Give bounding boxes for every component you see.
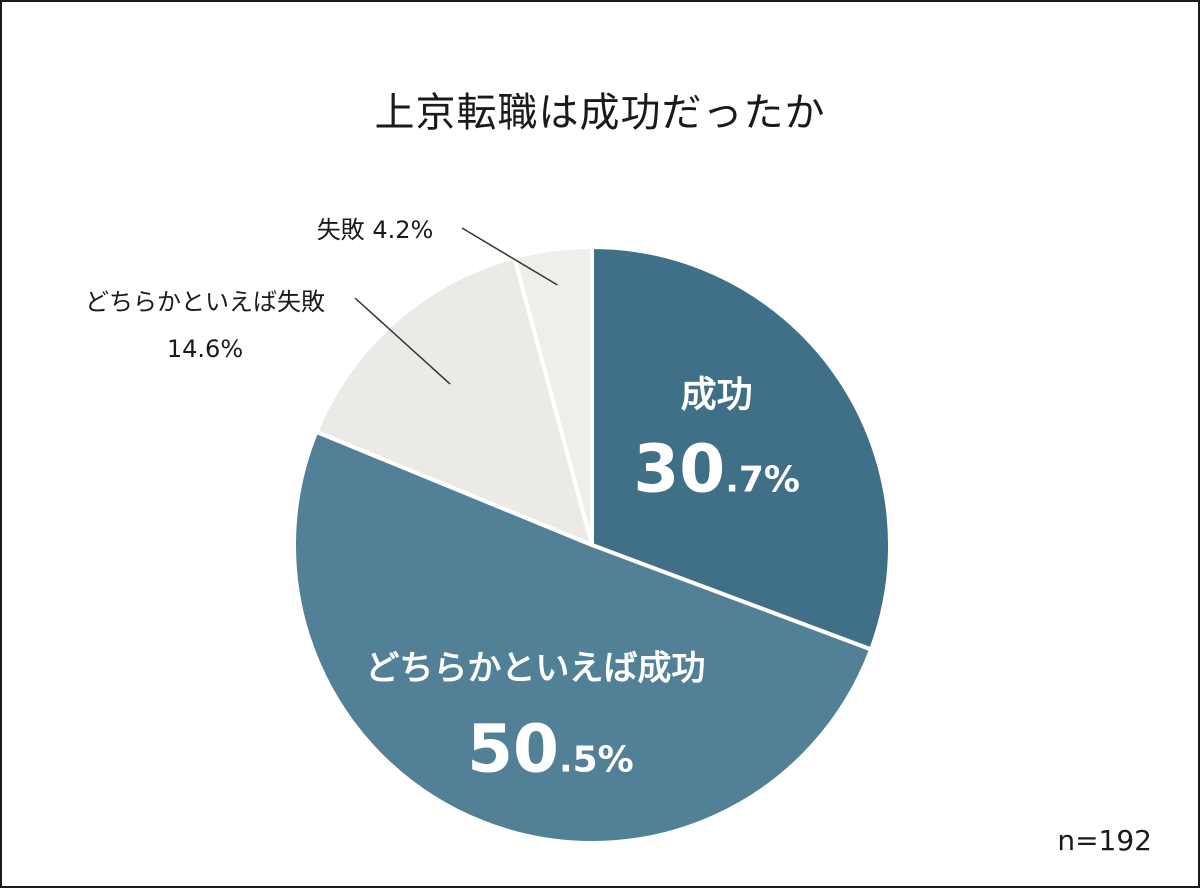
slice-value-somewhat-failure: 14.6% xyxy=(167,335,243,363)
leader-line-failure xyxy=(461,227,558,286)
leader-line-somewhat-failure xyxy=(354,297,451,385)
pie-slice-success xyxy=(590,244,892,653)
pie-slice-somewhat-failure xyxy=(313,254,595,549)
slice-label-success: 成功 xyxy=(681,375,753,416)
chart-title: 上京転職は成功だったか xyxy=(374,90,826,136)
slice-label-somewhat-success: どちらかといえば成功 xyxy=(365,648,705,688)
pie-slice-failure xyxy=(511,244,594,546)
pie-slice-somewhat-success xyxy=(292,429,874,845)
slice-label-somewhat-failure: どちらかといえば失敗 xyxy=(85,288,325,316)
slice-label-failure: 失敗 4.2% xyxy=(317,216,434,244)
slice-value-success: 30.7% xyxy=(633,431,800,508)
sample-size-note: n=192 xyxy=(1057,824,1152,857)
slice-value-somewhat-success: 50.5% xyxy=(467,710,634,787)
